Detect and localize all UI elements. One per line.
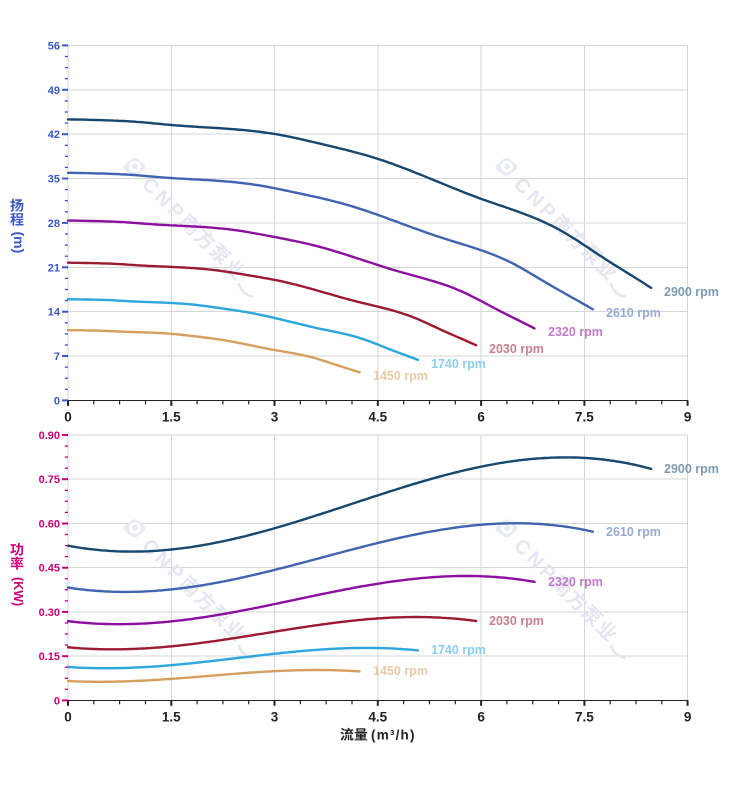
svg-text:1.5: 1.5 <box>162 410 181 425</box>
svg-text:3: 3 <box>271 410 279 425</box>
svg-text:(KW): (KW) <box>11 577 25 606</box>
svg-text:2030 rpm: 2030 rpm <box>489 342 544 356</box>
svg-text:2610 rpm: 2610 rpm <box>606 525 661 539</box>
svg-text:1450 rpm: 1450 rpm <box>373 369 428 383</box>
svg-text:49: 49 <box>48 85 60 97</box>
svg-text:0.60: 0.60 <box>39 519 60 531</box>
svg-text:2900 rpm: 2900 rpm <box>664 285 719 299</box>
svg-text:0: 0 <box>64 710 72 725</box>
svg-text:0.45: 0.45 <box>39 563 60 575</box>
svg-text:21: 21 <box>48 262 60 274</box>
svg-text:9: 9 <box>684 410 692 425</box>
svg-text:(m): (m) <box>11 232 27 254</box>
svg-text:0: 0 <box>64 410 72 425</box>
svg-text:4.5: 4.5 <box>368 710 387 725</box>
svg-text:6: 6 <box>477 410 485 425</box>
svg-text:42: 42 <box>48 129 60 141</box>
svg-text:0.15: 0.15 <box>39 651 60 663</box>
svg-text:1740 rpm: 1740 rpm <box>431 357 486 371</box>
svg-text:6: 6 <box>477 710 485 725</box>
svg-text:35: 35 <box>48 174 60 186</box>
svg-text:7.5: 7.5 <box>575 410 594 425</box>
svg-text:28: 28 <box>48 218 60 230</box>
svg-text:2320 rpm: 2320 rpm <box>548 575 603 589</box>
svg-text:2900 rpm: 2900 rpm <box>664 462 719 476</box>
svg-text:4.5: 4.5 <box>368 410 387 425</box>
svg-text:2610 rpm: 2610 rpm <box>606 306 661 320</box>
svg-text:0.90: 0.90 <box>39 430 60 442</box>
svg-text:1740 rpm: 1740 rpm <box>431 643 486 657</box>
svg-text:56: 56 <box>48 40 60 52</box>
svg-text:0: 0 <box>54 695 60 707</box>
svg-text:2320 rpm: 2320 rpm <box>548 325 603 339</box>
svg-text:3: 3 <box>271 710 279 725</box>
svg-text:7: 7 <box>54 351 60 363</box>
svg-text:0: 0 <box>54 395 60 407</box>
svg-text:9: 9 <box>684 710 692 725</box>
svg-text:14: 14 <box>48 307 61 319</box>
svg-text:0.75: 0.75 <box>39 474 60 486</box>
svg-text:1450 rpm: 1450 rpm <box>373 664 428 678</box>
svg-text:0.30: 0.30 <box>39 607 60 619</box>
svg-text:1.5: 1.5 <box>162 710 181 725</box>
svg-text:2030 rpm: 2030 rpm <box>489 614 544 628</box>
svg-text:(m³/h): (m³/h) <box>371 728 416 743</box>
svg-text:7.5: 7.5 <box>575 710 594 725</box>
